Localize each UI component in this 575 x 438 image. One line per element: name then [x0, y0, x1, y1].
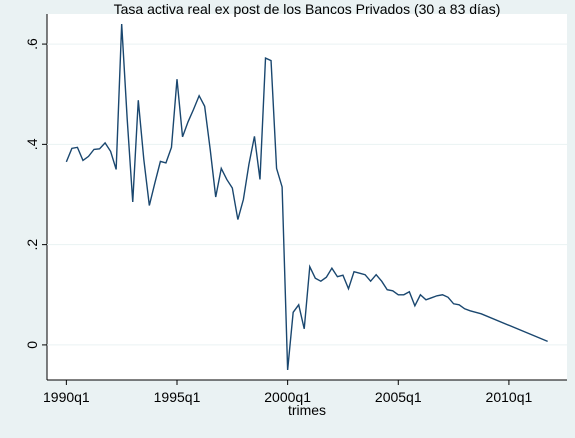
y-tick-label: 0 [24, 341, 40, 349]
x-tick-label: 1995q1 [154, 389, 201, 405]
y-tick-label: .2 [24, 239, 40, 251]
x-tick-label: 2005q1 [375, 389, 422, 405]
series-line [65, 23, 548, 371]
x-axis-label: trimes [288, 402, 326, 418]
x-tick-label: 1990q1 [43, 389, 90, 405]
plot-area [47, 14, 567, 380]
x-tick-label: 2000q1 [264, 389, 311, 405]
y-tick-label: .4 [24, 138, 40, 150]
y-tick-label: .6 [24, 38, 40, 50]
chart-title: Tasa activa real ex post de los Bancos P… [114, 1, 501, 17]
x-tick-label: 2010q1 [486, 389, 533, 405]
